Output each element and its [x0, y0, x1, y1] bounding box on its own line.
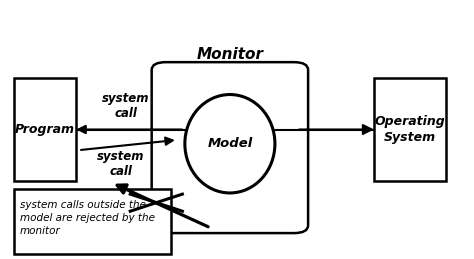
Text: Model: Model [207, 137, 253, 150]
FancyBboxPatch shape [374, 78, 446, 181]
Text: system calls outside the
model are rejected by the
monitor: system calls outside the model are rejec… [20, 200, 155, 236]
Text: system
call: system call [97, 150, 145, 178]
FancyBboxPatch shape [152, 62, 308, 233]
Text: system
call: system call [102, 92, 149, 120]
Text: Program: Program [15, 123, 75, 136]
Text: Monitor: Monitor [196, 47, 264, 62]
FancyBboxPatch shape [14, 189, 171, 254]
Text: Operating
System: Operating System [374, 116, 446, 143]
Ellipse shape [185, 95, 275, 193]
FancyBboxPatch shape [14, 78, 76, 181]
